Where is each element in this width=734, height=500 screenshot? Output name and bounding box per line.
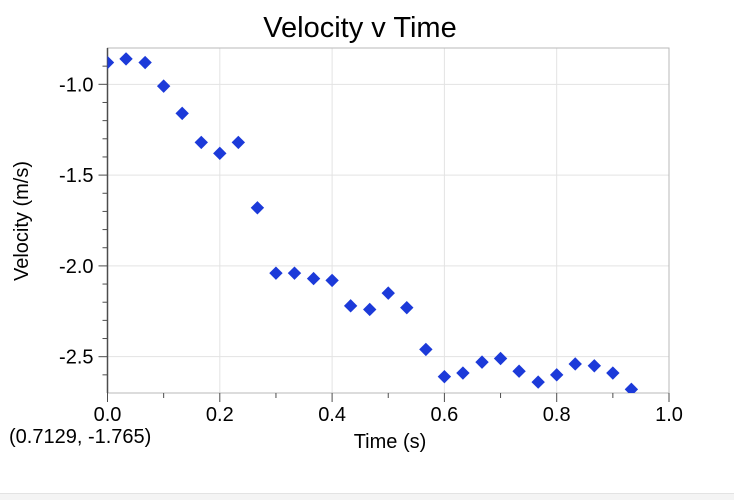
- data-point-marker[interactable]: [493, 351, 508, 366]
- data-point-marker[interactable]: [531, 375, 545, 389]
- data-point-marker[interactable]: [325, 273, 339, 288]
- data-point-marker[interactable]: [475, 355, 489, 369]
- data-point-marker[interactable]: [119, 52, 133, 66]
- x-tick-label: 0.4: [318, 404, 346, 426]
- data-point-marker[interactable]: [400, 300, 414, 315]
- data-point-marker[interactable]: [306, 271, 321, 286]
- data-point-marker[interactable]: [606, 366, 620, 380]
- x-tick-label: 0.2: [206, 404, 234, 426]
- x-axis-label: Time (s): [354, 431, 427, 453]
- bottom-window-strip: [0, 493, 734, 500]
- data-point-marker[interactable]: [213, 146, 227, 161]
- y-tick-label: -2.5: [59, 347, 93, 369]
- gridlines: [107, 48, 669, 393]
- data-point-marker[interactable]: [437, 369, 452, 384]
- data-point-marker[interactable]: [550, 368, 564, 382]
- plot-area[interactable]: [107, 48, 670, 393]
- data-point-marker[interactable]: [624, 382, 639, 396]
- x-tick-label: 0.6: [430, 404, 458, 426]
- x-tick-label: 0.8: [543, 404, 571, 426]
- data-point-marker[interactable]: [231, 135, 246, 150]
- data-point-marker[interactable]: [250, 201, 265, 215]
- chart-title: Velocity v Time: [263, 12, 456, 44]
- y-tick-labels: -1.0 -1.5 -2.0 -2.5: [59, 74, 93, 368]
- y-tick-label: -1.5: [59, 165, 93, 187]
- axis-ticks: [98, 65, 670, 402]
- data-point-marker[interactable]: [419, 342, 433, 357]
- data-point-marker[interactable]: [175, 106, 189, 121]
- data-point-marker[interactable]: [138, 55, 152, 70]
- x-tick-label: 0.0: [94, 404, 122, 426]
- cursor-position-readout: (0.7129, -1.765): [9, 426, 152, 448]
- data-point-marker[interactable]: [587, 359, 602, 373]
- y-tick-label: -1.0: [59, 74, 93, 96]
- data-point-marker[interactable]: [194, 135, 208, 150]
- data-points: [101, 52, 639, 396]
- data-point-marker[interactable]: [568, 357, 582, 371]
- data-point-marker[interactable]: [363, 302, 377, 317]
- x-tick-labels: 0.0 0.2 0.4 0.6 0.8 1.0: [94, 404, 683, 426]
- data-point-marker[interactable]: [343, 299, 358, 313]
- data-point-marker[interactable]: [381, 286, 395, 300]
- data-point-marker[interactable]: [512, 364, 526, 378]
- y-tick-label: -2.0: [59, 256, 93, 278]
- y-axis-label: Velocity (m/s): [11, 161, 33, 281]
- data-point-marker[interactable]: [156, 79, 171, 93]
- data-point-marker[interactable]: [101, 55, 115, 70]
- x-tick-label: 1.0: [655, 404, 683, 426]
- data-point-marker[interactable]: [456, 366, 470, 380]
- data-point-marker[interactable]: [287, 266, 302, 280]
- data-point-marker[interactable]: [269, 266, 283, 280]
